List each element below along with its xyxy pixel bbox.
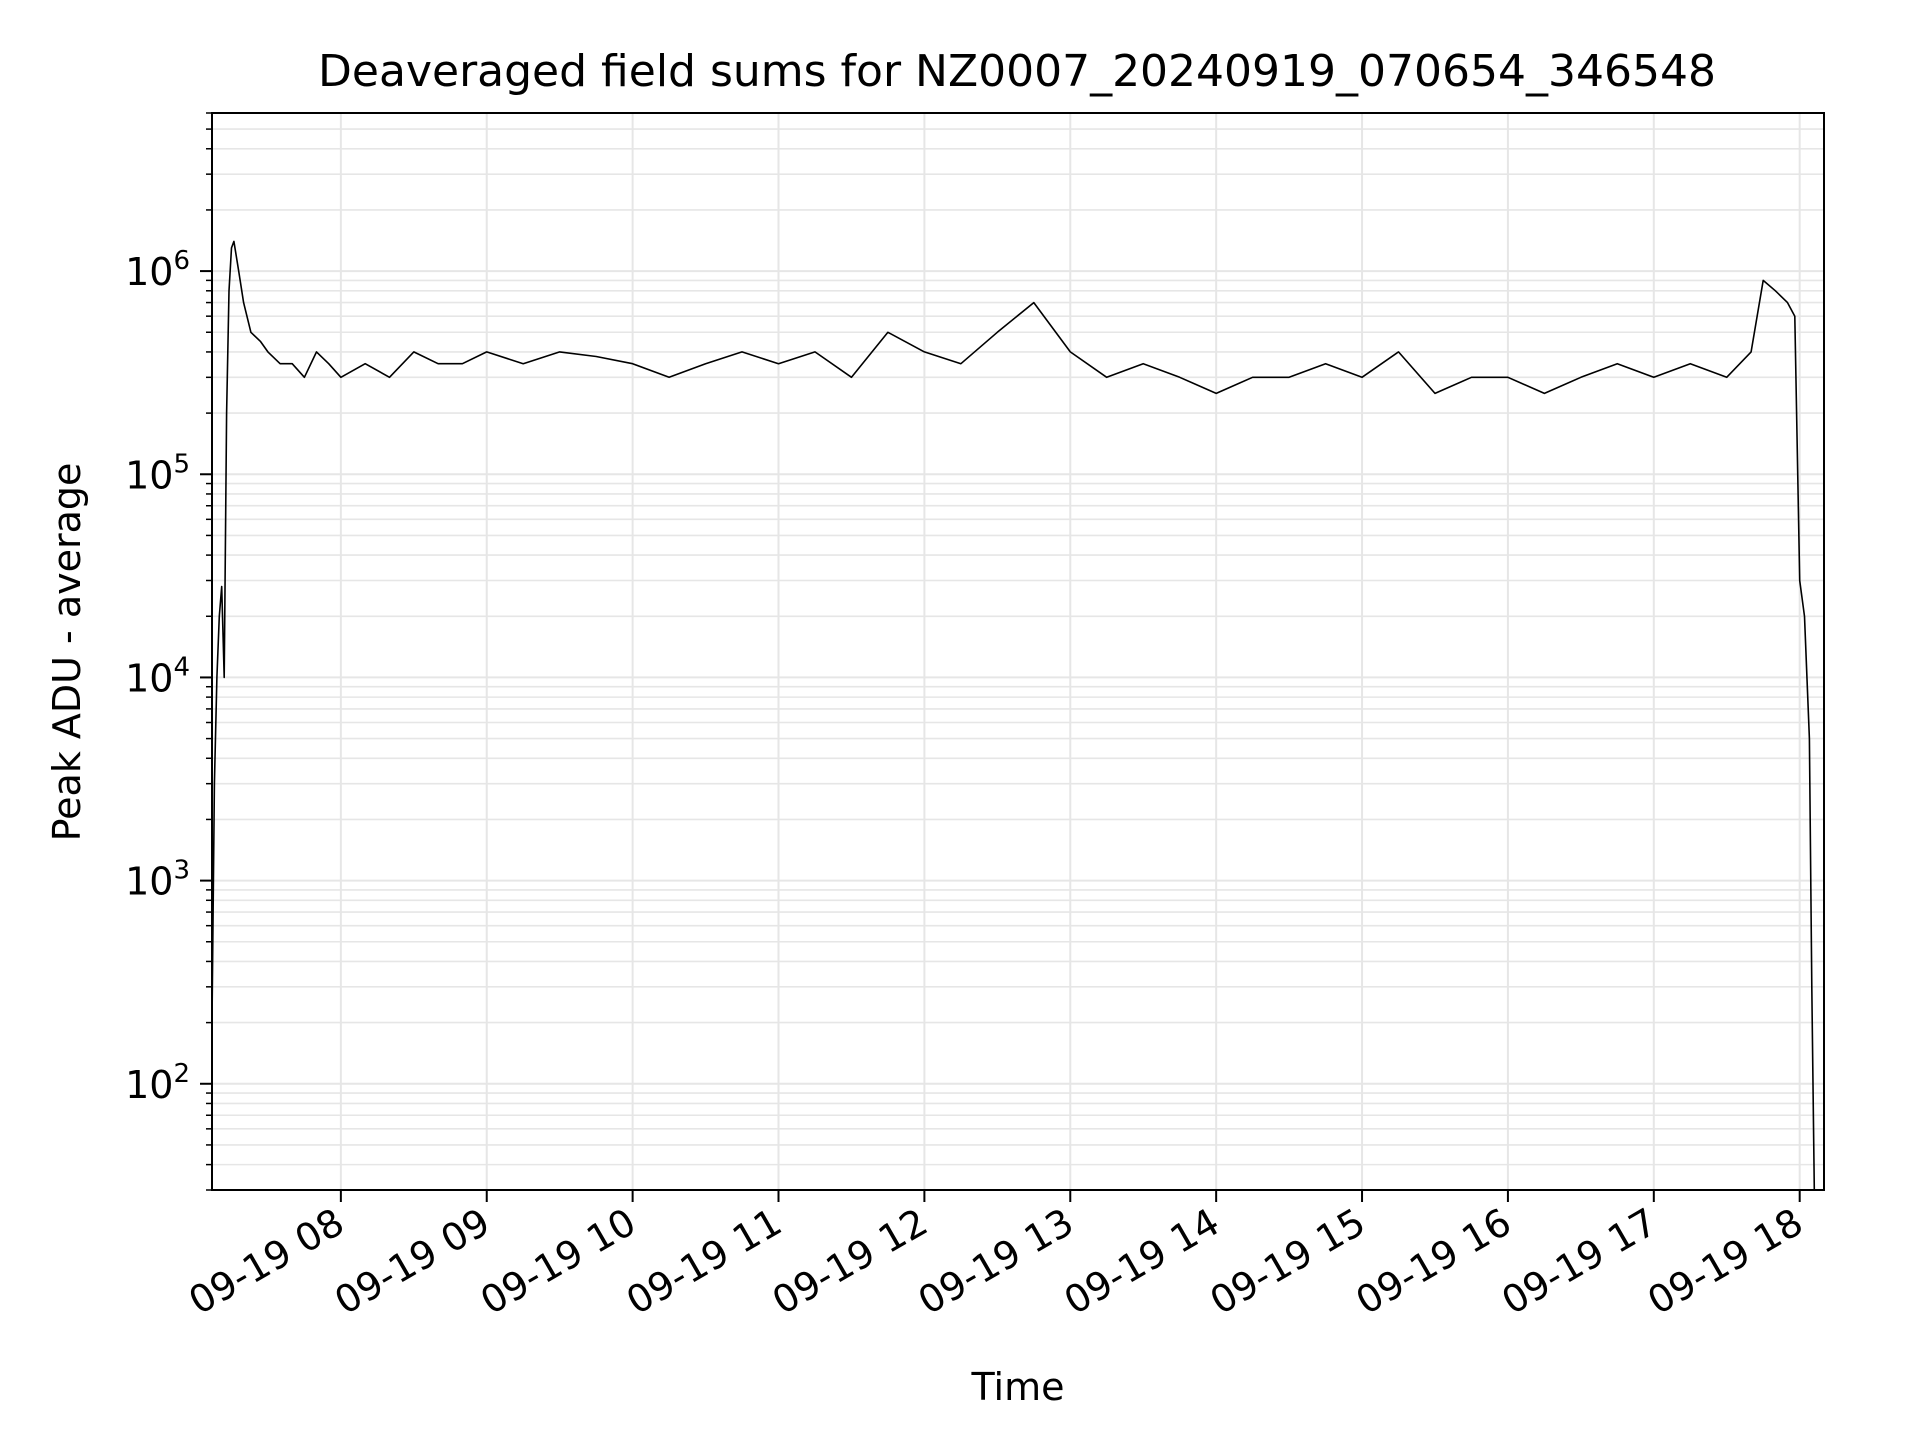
series-layer	[211, 240, 1816, 1191]
y-tick-label: 104	[125, 652, 190, 700]
series-line	[211, 240, 1816, 1191]
y-tick-label: 105	[125, 449, 190, 497]
y-tick-label: 106	[125, 246, 190, 294]
chart-title: Deaveraged field sums for NZ0007_2024091…	[318, 46, 1716, 97]
y-axis-label: Peak ADU - average	[45, 463, 89, 842]
x-axis-label: Time	[971, 1365, 1065, 1409]
y-tick-label: 103	[125, 856, 190, 904]
y-axis: 102 103 104 105 106	[125, 112, 212, 1191]
grid	[212, 112, 1824, 1191]
y-tick-label: 102	[125, 1059, 190, 1107]
plot-frame	[211, 112, 1825, 1191]
